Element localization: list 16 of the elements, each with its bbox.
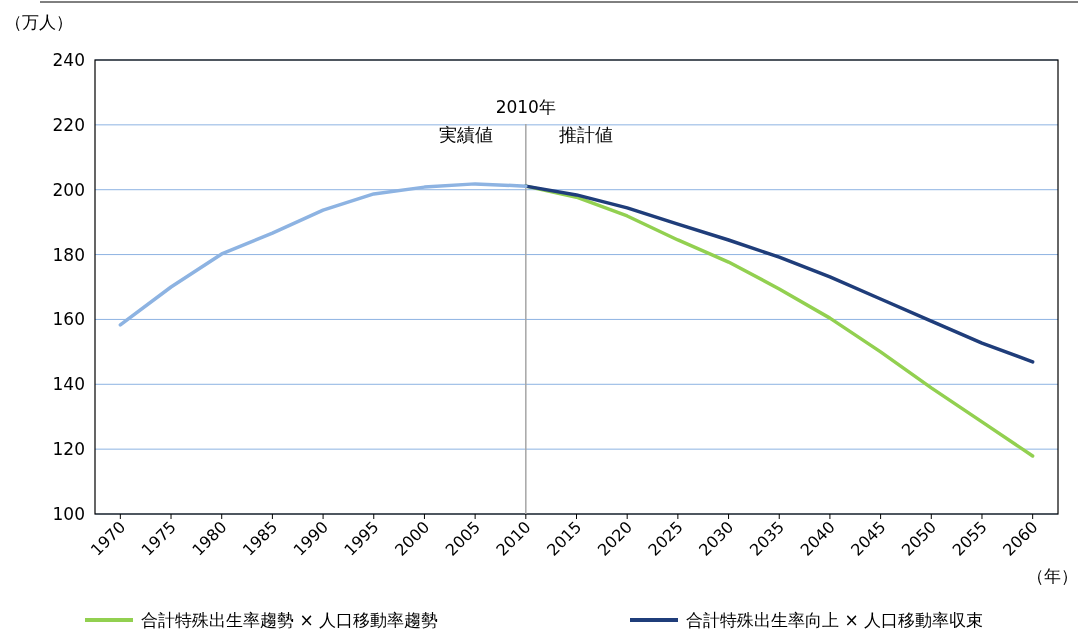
annotation: 実績値	[438, 124, 493, 146]
y-tick-label: 160	[52, 309, 85, 330]
y-tick-label: 120	[52, 439, 85, 460]
y-tick-label: 240	[52, 49, 85, 70]
ref-line-label: 2010年	[495, 97, 556, 117]
y-tick-label: 100	[52, 503, 85, 524]
x-axis-title: （年）	[1027, 566, 1078, 586]
y-axis-title: （万人）	[5, 12, 73, 32]
line-series	[524, 184, 1035, 364]
y-tick-label: 140	[52, 374, 85, 395]
legend-label: 合計特殊出生率向上 × 人口移動率収束	[686, 609, 984, 630]
y-tick-label: 180	[52, 244, 85, 265]
legend-label: 合計特殊出生率趨勢 × 人口移動率趨勢	[141, 609, 439, 630]
y-tick-label: 220	[52, 114, 85, 135]
y-tick-label: 200	[52, 179, 85, 200]
annotation: 推計値	[558, 124, 613, 146]
